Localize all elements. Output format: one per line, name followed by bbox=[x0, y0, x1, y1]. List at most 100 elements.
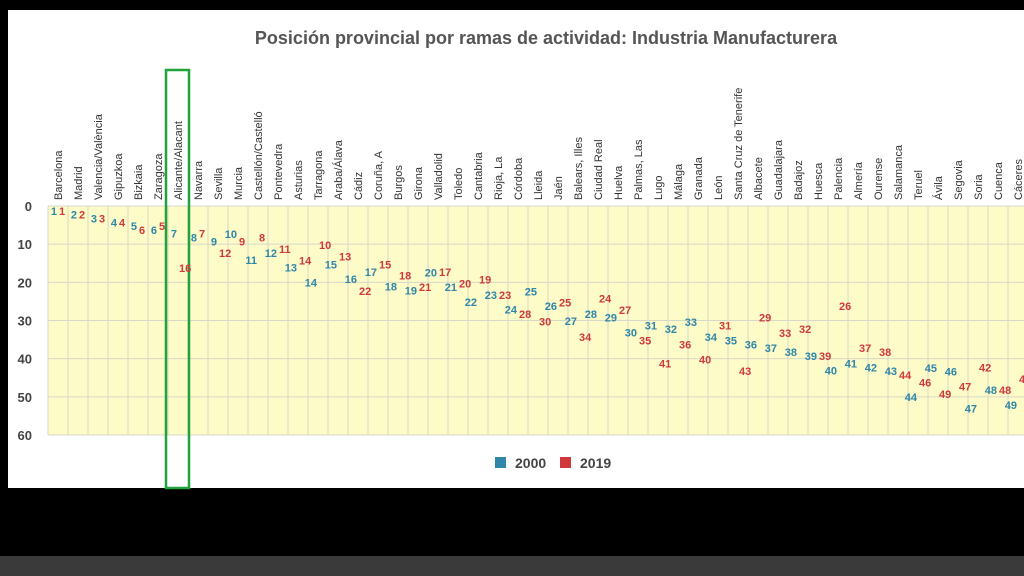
data-label-2019: 32 bbox=[799, 324, 811, 336]
highlight-box bbox=[164, 68, 191, 490]
legend-swatch bbox=[495, 457, 506, 468]
data-label-2000: 10 bbox=[225, 229, 237, 241]
data-label-2000: 42 bbox=[865, 362, 877, 374]
data-label-2000: 34 bbox=[705, 332, 718, 344]
x-tick-label: León bbox=[713, 176, 725, 200]
x-tick-label: Pontevedra bbox=[273, 143, 285, 200]
data-label-2019: 17 bbox=[439, 267, 451, 279]
x-tick-label: Coruña, A bbox=[373, 150, 385, 200]
x-tick-label: Valladolid bbox=[433, 153, 445, 200]
data-label-2000: 41 bbox=[845, 358, 857, 370]
data-label-2000: 13 bbox=[285, 263, 297, 275]
data-label-2019: 19 bbox=[479, 275, 491, 287]
x-tick-label: Segovia bbox=[953, 159, 965, 200]
data-label-2019: 4 bbox=[119, 217, 126, 229]
data-label-2019: 49 bbox=[939, 389, 951, 401]
x-tick-label: Burgos bbox=[393, 165, 405, 200]
x-tick-label: Soria bbox=[973, 173, 985, 200]
x-tick-label: Jaén bbox=[553, 176, 565, 200]
data-label-2000: 22 bbox=[465, 297, 477, 309]
data-label-2019: 47 bbox=[959, 381, 971, 393]
y-tick-label: 0 bbox=[25, 199, 32, 214]
data-label-2000: 12 bbox=[265, 248, 277, 260]
data-label-2019: 9 bbox=[239, 236, 245, 248]
data-label-2000: 19 bbox=[405, 286, 417, 298]
data-label-2019: 8 bbox=[259, 233, 265, 245]
x-tick-label: Ourense bbox=[873, 158, 885, 200]
x-tick-label: Lugo bbox=[653, 176, 665, 200]
data-label-2019: 41 bbox=[659, 358, 671, 370]
data-label-2000: 27 bbox=[565, 316, 577, 328]
data-label-2000: 14 bbox=[305, 277, 318, 289]
y-tick-label: 40 bbox=[18, 352, 32, 367]
legend-label: 2000 bbox=[515, 455, 546, 471]
x-tick-label: Alicante/Alacant bbox=[173, 121, 185, 200]
data-label-2019: 34 bbox=[579, 332, 592, 344]
x-tick-label: Almería bbox=[853, 161, 865, 200]
data-label-2000: 17 bbox=[365, 267, 377, 279]
data-label-2000: 21 bbox=[445, 282, 457, 294]
data-label-2000: 6 bbox=[151, 225, 157, 237]
y-tick-label: 50 bbox=[18, 390, 32, 405]
x-tick-label: Balears, Illes bbox=[573, 137, 585, 200]
data-label-2000: 4 bbox=[111, 217, 118, 229]
data-label-2019: 20 bbox=[459, 278, 471, 290]
x-tick-label: Murcia bbox=[233, 166, 245, 200]
data-label-2000: 7 bbox=[171, 229, 177, 241]
legend: 2000 2019 bbox=[495, 455, 611, 471]
legend-swatch bbox=[560, 457, 571, 468]
chart-title: Posición provincial por ramas de activid… bbox=[255, 28, 838, 48]
x-tick-label: Cádiz bbox=[353, 172, 365, 200]
x-tick-label: Ávila bbox=[932, 175, 945, 200]
data-label-2019: 18 bbox=[399, 271, 411, 283]
data-label-2000: 24 bbox=[505, 305, 518, 317]
data-label-2019: 23 bbox=[499, 290, 511, 302]
data-label-2000: 32 bbox=[665, 324, 677, 336]
x-tick-label: Guadalajara bbox=[773, 139, 785, 200]
data-label-2000: 40 bbox=[825, 366, 837, 378]
data-label-2000: 23 bbox=[485, 290, 497, 302]
data-label-2019: 14 bbox=[299, 255, 312, 267]
data-label-2000: 37 bbox=[765, 343, 777, 355]
data-label-2000: 39 bbox=[805, 351, 817, 363]
x-tick-label: Palencia bbox=[833, 157, 845, 200]
data-label-2019: 15 bbox=[379, 259, 391, 271]
data-label-2019: 44 bbox=[899, 370, 912, 382]
x-tick-label: Ciudad Real bbox=[593, 139, 605, 200]
data-label-2000: 9 bbox=[211, 236, 217, 248]
data-label-2000: 3 bbox=[91, 213, 97, 225]
x-tick-label: Albacete bbox=[753, 157, 765, 200]
x-tick-label: Cuenca bbox=[993, 161, 1005, 200]
x-tick-label: Santa Cruz de Tenerife bbox=[733, 88, 745, 200]
y-tick-label: 30 bbox=[18, 314, 32, 329]
data-label-2019: 22 bbox=[359, 286, 371, 298]
data-label-2000: 15 bbox=[325, 259, 337, 271]
bottom-band bbox=[0, 556, 1024, 576]
data-label-2000: 25 bbox=[525, 286, 537, 298]
data-label-2000: 29 bbox=[605, 313, 617, 325]
data-label-2019: 45 bbox=[1019, 374, 1024, 386]
x-tick-label: Gipuzkoa bbox=[113, 153, 125, 200]
data-label-2000: 48 bbox=[985, 385, 997, 397]
data-label-2019: 1 bbox=[59, 206, 65, 218]
data-label-2019: 21 bbox=[419, 282, 431, 294]
x-tick-label: Navarra bbox=[193, 160, 205, 200]
data-label-2019: 5 bbox=[159, 221, 165, 233]
data-label-2019: 36 bbox=[679, 339, 691, 351]
x-tick-label: Rioja, La bbox=[493, 156, 505, 200]
x-tick-label: Castellón/Castelló bbox=[253, 111, 265, 200]
x-tick-label: Palmas, Las bbox=[633, 139, 645, 200]
data-label-2019: 35 bbox=[639, 336, 651, 348]
data-label-2000: 49 bbox=[1005, 400, 1017, 412]
data-label-2019: 12 bbox=[219, 248, 231, 260]
x-tick-label: Cáceres bbox=[1013, 159, 1024, 200]
x-tick-label: Asturias bbox=[293, 160, 305, 200]
y-tick-label: 60 bbox=[18, 428, 32, 443]
data-label-2000: 30 bbox=[625, 328, 637, 340]
data-label-2019: 13 bbox=[339, 252, 351, 264]
data-label-2019: 30 bbox=[539, 317, 551, 329]
data-label-2000: 44 bbox=[905, 392, 918, 404]
data-label-2019: 33 bbox=[779, 328, 791, 340]
x-tick-label: Granada bbox=[693, 156, 705, 200]
data-label-2000: 16 bbox=[345, 274, 357, 286]
